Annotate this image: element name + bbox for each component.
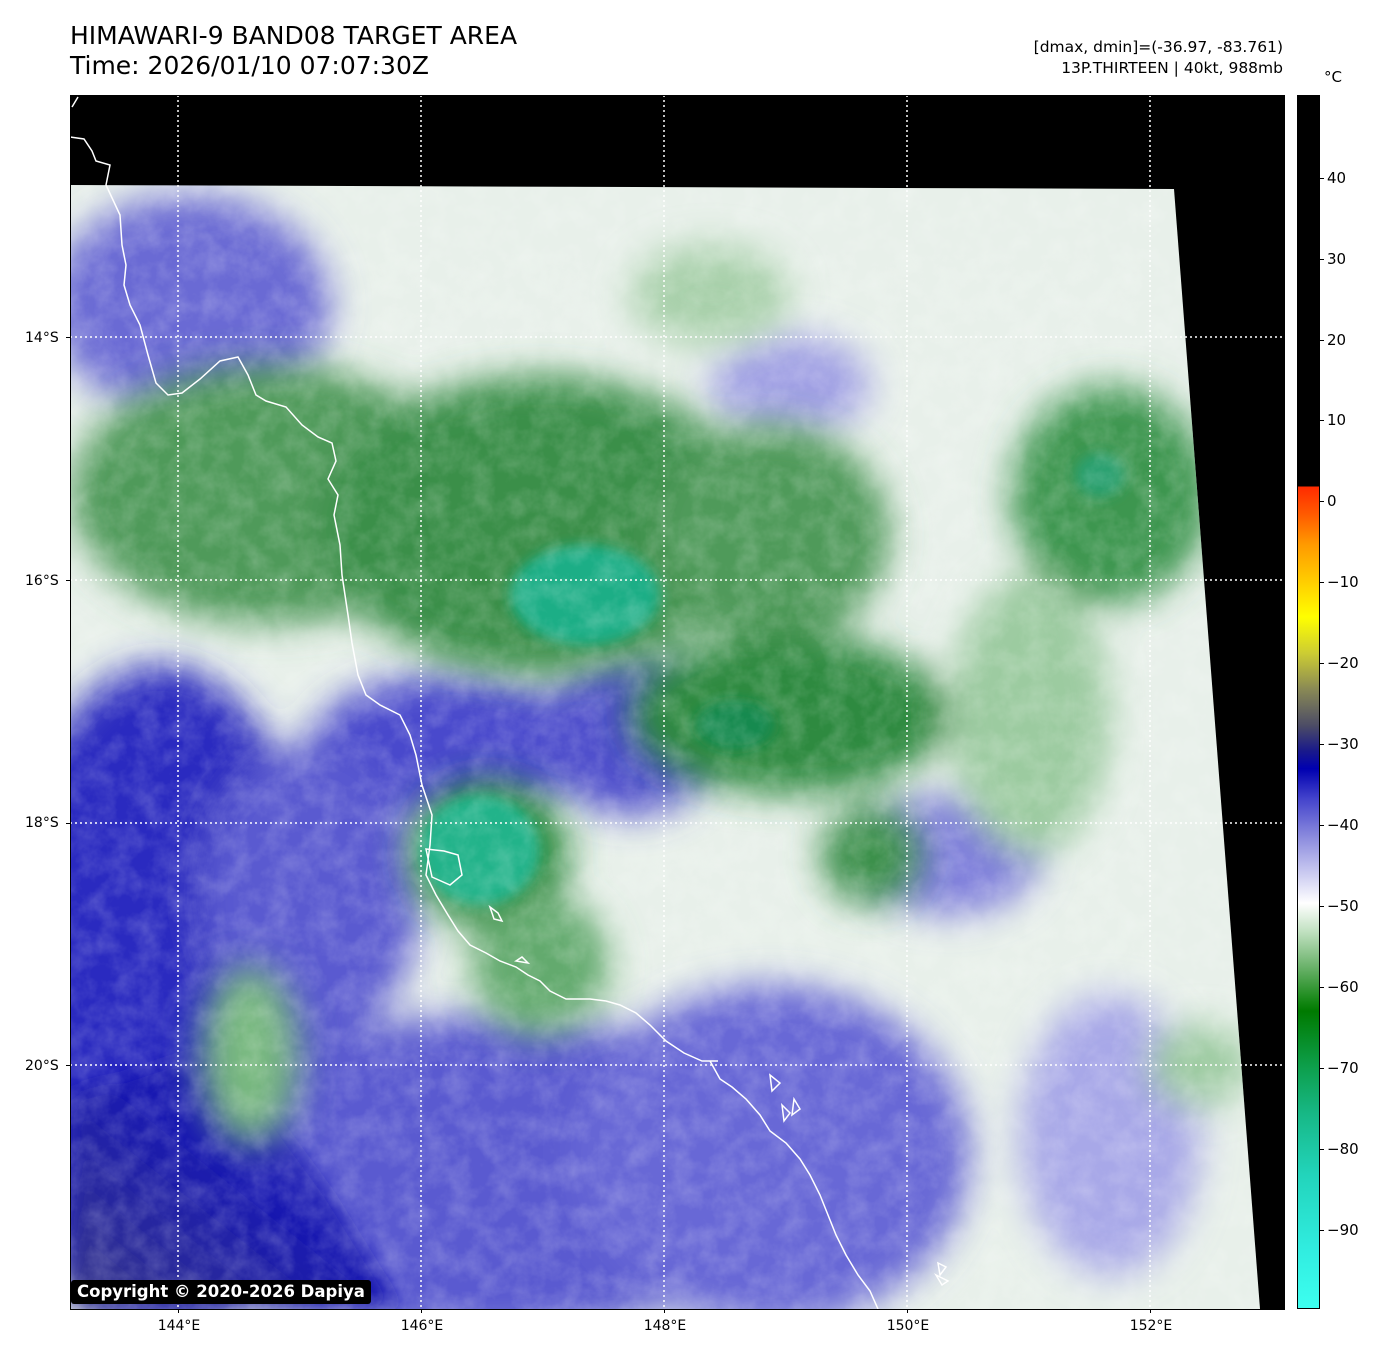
colorbar-tick bbox=[1320, 259, 1324, 260]
colorbar-label-m10: −10 bbox=[1327, 573, 1359, 591]
colorbar-tick bbox=[1320, 340, 1324, 341]
coastline bbox=[70, 96, 950, 1309]
colorbar-label-m90: −90 bbox=[1327, 1221, 1359, 1239]
lat-tick bbox=[66, 337, 70, 338]
satellite-map bbox=[70, 95, 1284, 1309]
colorbar-label-20: 20 bbox=[1327, 331, 1347, 349]
colorbar-tick bbox=[1320, 582, 1324, 583]
colorbar-tick bbox=[1320, 663, 1324, 664]
colorbar-tick bbox=[1320, 501, 1324, 502]
lat-tick bbox=[66, 823, 70, 824]
colorbar bbox=[1297, 95, 1320, 1309]
satellite-imagery bbox=[70, 95, 1284, 1309]
colorbar-label-m30: −30 bbox=[1327, 735, 1359, 753]
colorbar-label-30: 30 bbox=[1327, 250, 1347, 268]
colorbar-tick bbox=[1320, 987, 1324, 988]
lat-label-18s: 18°S bbox=[25, 815, 59, 831]
colorbar-tick bbox=[1320, 1149, 1324, 1150]
colorbar-label-10: 10 bbox=[1327, 411, 1347, 429]
colorbar-label-m70: −70 bbox=[1327, 1059, 1359, 1077]
colorbar-tick bbox=[1320, 744, 1324, 745]
lat-label-16s: 16°S bbox=[25, 573, 59, 589]
colorbar-label-0: 0 bbox=[1327, 492, 1337, 510]
colorbar-label-m40: −40 bbox=[1327, 816, 1359, 834]
colorbar-label-40: 40 bbox=[1327, 169, 1347, 187]
lat-tick bbox=[66, 580, 70, 581]
lat-label-14s: 14°S bbox=[25, 330, 59, 346]
colorbar-tick bbox=[1320, 825, 1324, 826]
timestamp: Time: 2026/01/10 07:07:30Z bbox=[70, 51, 429, 80]
colorbar-label-m80: −80 bbox=[1327, 1140, 1359, 1158]
lon-tick bbox=[421, 1309, 422, 1313]
lon-label-146e: 146°E bbox=[400, 1318, 444, 1334]
lat-tick bbox=[66, 1065, 70, 1066]
storm-info: 13P.THIRTEEN | 40kt, 988mb bbox=[1061, 59, 1283, 77]
colorbar-tick bbox=[1320, 178, 1324, 179]
lon-label-152e: 152°E bbox=[1129, 1318, 1173, 1334]
colorbar-tick bbox=[1320, 1230, 1324, 1231]
gridlines bbox=[70, 95, 1284, 1309]
colorbar-label-m60: −60 bbox=[1327, 978, 1359, 996]
title: HIMAWARI-9 BAND08 TARGET AREA bbox=[70, 21, 518, 50]
lon-tick bbox=[1150, 1309, 1151, 1313]
lon-tick bbox=[664, 1309, 665, 1313]
lat-label-20s: 20°S bbox=[25, 1058, 59, 1074]
colorbar-label-m50: −50 bbox=[1327, 897, 1359, 915]
colorbar-tick bbox=[1320, 906, 1324, 907]
brightness-temperature-field bbox=[70, 185, 1260, 1309]
lon-label-150e: 150°E bbox=[886, 1318, 930, 1334]
range-info: [dmax, dmin]=(-36.97, -83.761) bbox=[1033, 38, 1283, 56]
colorbar-unit: °C bbox=[1324, 68, 1342, 86]
lon-tick bbox=[178, 1309, 179, 1313]
copyright-label: Copyright © 2020-2026 Dapiya bbox=[71, 1280, 371, 1304]
colorbar-tick bbox=[1320, 1068, 1324, 1069]
colorbar-label-m20: −20 bbox=[1327, 654, 1359, 672]
colorbar-tick bbox=[1320, 420, 1324, 421]
lon-label-148e: 148°E bbox=[643, 1318, 687, 1334]
lon-label-144e: 144°E bbox=[157, 1318, 201, 1334]
lon-tick bbox=[907, 1309, 908, 1313]
